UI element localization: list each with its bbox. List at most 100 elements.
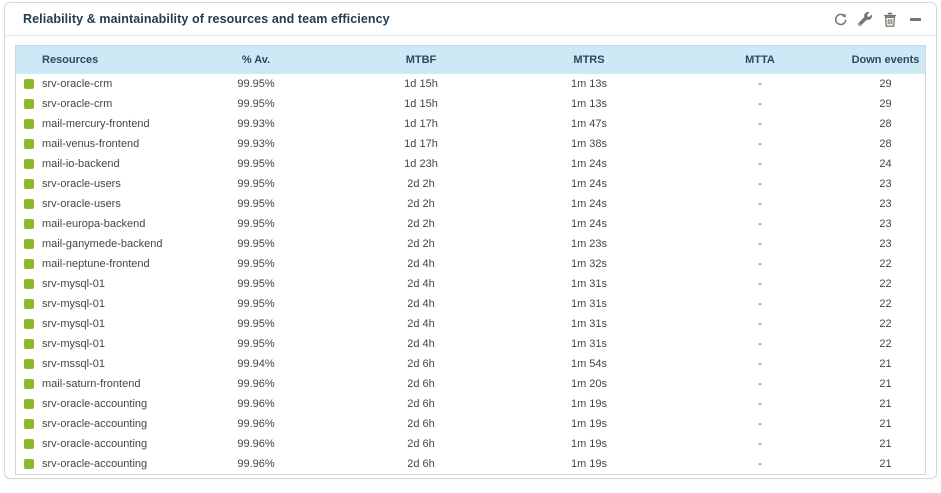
mtta-cell: -: [674, 394, 846, 414]
down-events-cell: 21: [846, 374, 925, 394]
status-ok-icon: [24, 119, 34, 129]
mtbf-cell: 2d 6h: [338, 394, 504, 414]
mtta-cell: -: [674, 234, 846, 254]
resource-name: mail-mercury-frontend: [42, 118, 150, 130]
availability-cell: 99.95%: [174, 74, 338, 94]
mtrs-cell: 1m 24s: [504, 194, 674, 214]
table-row: srv-mssql-01 99.94% 2d 6h 1m 54s -21: [16, 354, 925, 374]
mtta-cell: -: [674, 94, 846, 114]
down-events-cell: 23: [846, 174, 925, 194]
mtrs-cell: 1m 31s: [504, 334, 674, 354]
resource-cell: srv-oracle-accounting: [16, 394, 174, 414]
widget-toolbar: [831, 10, 924, 28]
column-header-mtta: MTTA: [674, 46, 846, 74]
mtbf-cell: 2d 2h: [338, 234, 504, 254]
mtbf-cell: 2d 2h: [338, 174, 504, 194]
resource-name: srv-mysql-01: [42, 338, 105, 350]
table-body: srv-oracle-crm 99.95% 1d 15h 1m 13s -29 srv-o…: [16, 74, 925, 474]
mtta-cell: -: [674, 354, 846, 374]
resource-name: srv-mssql-01: [42, 358, 105, 370]
availability-cell: 99.94%: [174, 354, 338, 374]
down-events-cell: 22: [846, 254, 925, 274]
mtbf-cell: 2d 6h: [338, 434, 504, 454]
down-events-cell: 23: [846, 234, 925, 254]
availability-cell: 99.95%: [174, 194, 338, 214]
mtrs-cell: 1m 54s: [504, 354, 674, 374]
refresh-button[interactable]: [831, 10, 849, 28]
resource-cell: mail-mercury-frontend: [16, 114, 174, 134]
availability-cell: 99.93%: [174, 134, 338, 154]
resource-name: srv-oracle-users: [42, 178, 121, 190]
column-header-resources: Resources: [16, 46, 174, 74]
availability-cell: 99.96%: [174, 454, 338, 474]
table-row: srv-mysql-01 99.95% 2d 4h 1m 31s -22: [16, 294, 925, 314]
status-ok-icon: [24, 99, 34, 109]
status-ok-icon: [24, 359, 34, 369]
mtta-cell: -: [674, 294, 846, 314]
down-events-cell: 22: [846, 314, 925, 334]
resource-name: mail-neptune-frontend: [42, 258, 150, 270]
mtrs-cell: 1m 19s: [504, 394, 674, 414]
status-ok-icon: [24, 239, 34, 249]
resource-name: srv-oracle-crm: [42, 98, 113, 110]
availability-cell: 99.96%: [174, 394, 338, 414]
mtbf-cell: 2d 6h: [338, 414, 504, 434]
column-header-down-events: Down events: [846, 46, 925, 74]
down-events-cell: 24: [846, 154, 925, 174]
table-row: mail-saturn-frontend 99.96% 2d 6h 1m 20s -21: [16, 374, 925, 394]
resource-cell: srv-oracle-accounting: [16, 434, 174, 454]
resource-cell: mail-venus-frontend: [16, 134, 174, 154]
availability-cell: 99.96%: [174, 374, 338, 394]
resource-cell: mail-ganymede-backend: [16, 234, 174, 254]
table-row: mail-ganymede-backend 99.95% 2d 2h 1m 23s -2…: [16, 234, 925, 254]
availability-cell: 99.95%: [174, 154, 338, 174]
resource-name: srv-mysql-01: [42, 318, 105, 330]
table-row: srv-oracle-crm 99.95% 1d 15h 1m 13s -29: [16, 94, 925, 114]
minimize-button[interactable]: [906, 10, 924, 28]
table-row: srv-oracle-accounting 99.96% 2d 6h 1m 19s -2…: [16, 414, 925, 434]
mtbf-cell: 2d 6h: [338, 354, 504, 374]
resource-cell: mail-neptune-frontend: [16, 254, 174, 274]
down-events-cell: 29: [846, 74, 925, 94]
table-row: mail-neptune-frontend 99.95% 2d 4h 1m 32s -2…: [16, 254, 925, 274]
resource-cell: srv-mysql-01: [16, 274, 174, 294]
mtbf-cell: 2d 2h: [338, 214, 504, 234]
mtta-cell: -: [674, 314, 846, 334]
card-bottom-spacer: [5, 475, 936, 483]
mtrs-cell: 1m 31s: [504, 274, 674, 294]
resource-name: srv-oracle-accounting: [42, 418, 148, 430]
mtbf-cell: 1d 17h: [338, 134, 504, 154]
mtta-cell: -: [674, 74, 846, 94]
availability-cell: 99.95%: [174, 234, 338, 254]
mtbf-cell: 2d 4h: [338, 274, 504, 294]
mtbf-cell: 2d 4h: [338, 294, 504, 314]
mtrs-cell: 1m 38s: [504, 134, 674, 154]
delete-button[interactable]: [881, 10, 899, 28]
down-events-cell: 23: [846, 194, 925, 214]
down-events-cell: 28: [846, 114, 925, 134]
mtrs-cell: 1m 24s: [504, 154, 674, 174]
table-row: srv-mysql-01 99.95% 2d 4h 1m 31s -22: [16, 314, 925, 334]
configure-button[interactable]: [856, 10, 874, 28]
mtrs-cell: 1m 19s: [504, 454, 674, 474]
resource-cell: srv-oracle-users: [16, 174, 174, 194]
resource-name: srv-oracle-crm: [42, 78, 113, 90]
resource-name: mail-venus-frontend: [42, 138, 140, 150]
table-row: srv-mysql-01 99.95% 2d 4h 1m 31s -22: [16, 274, 925, 294]
status-ok-icon: [24, 79, 34, 89]
down-events-cell: 29: [846, 94, 925, 114]
availability-cell: 99.96%: [174, 434, 338, 454]
mtta-cell: -: [674, 134, 846, 154]
table-row: srv-oracle-accounting 99.96% 2d 6h 1m 19s -2…: [16, 394, 925, 414]
status-ok-icon: [24, 379, 34, 389]
availability-cell: 99.95%: [174, 94, 338, 114]
status-ok-icon: [24, 459, 34, 469]
status-ok-icon: [24, 279, 34, 289]
mtrs-cell: 1m 24s: [504, 214, 674, 234]
availability-cell: 99.95%: [174, 294, 338, 314]
resource-cell: srv-mysql-01: [16, 294, 174, 314]
table-header-row: Resources% Av. MTBF MTRS MTTA Down events: [16, 46, 925, 74]
resource-cell: mail-europa-backend: [16, 214, 174, 234]
mtrs-cell: 1m 31s: [504, 314, 674, 334]
widget-card: Reliability & maintainability of resourc…: [4, 2, 937, 479]
